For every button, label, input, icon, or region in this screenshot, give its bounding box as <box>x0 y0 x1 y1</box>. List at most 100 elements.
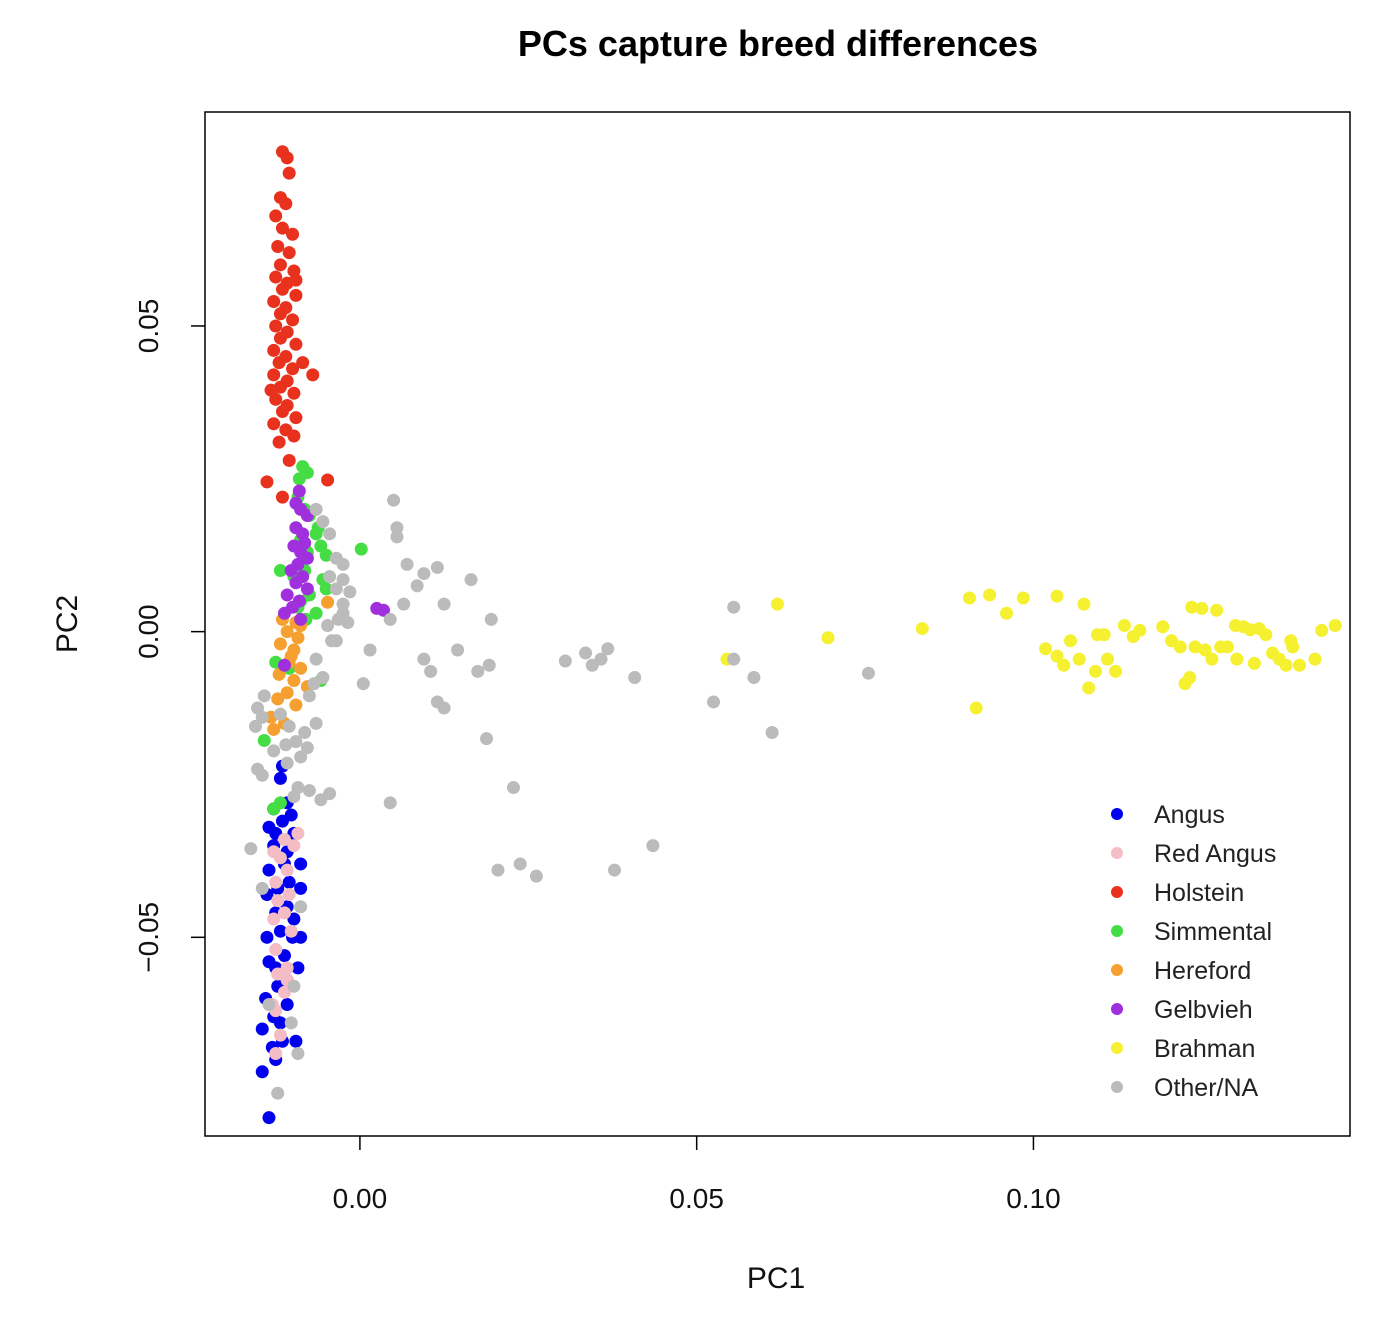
point-other-na <box>249 719 263 733</box>
legend-label-red-angus: Red Angus <box>1154 840 1276 868</box>
point-other-na <box>594 652 608 666</box>
point-red-angus <box>277 985 291 999</box>
point-other-na <box>302 689 316 703</box>
point-other-na <box>294 900 308 914</box>
point-other-na <box>341 615 355 629</box>
point-holstein <box>267 343 281 357</box>
point-holstein <box>260 475 274 489</box>
point-holstein <box>275 490 289 504</box>
point-angus <box>284 808 298 822</box>
point-brahman <box>771 597 784 611</box>
point-gelbvieh <box>292 484 306 498</box>
y-tick-label: 0.00 <box>133 604 164 659</box>
point-gelbvieh <box>280 588 294 602</box>
point-angus <box>294 930 308 944</box>
point-holstein <box>267 295 281 309</box>
point-red-angus <box>291 826 305 840</box>
point-other-na <box>506 781 520 795</box>
point-red-angus <box>267 845 281 859</box>
legend-marker-hereford <box>1111 964 1123 976</box>
y-tick-label: −0.05 <box>133 902 164 973</box>
point-other-na <box>291 1046 305 1060</box>
y-axis: −0.05 0.00 0.05 <box>133 299 205 973</box>
point-other-na <box>323 570 337 584</box>
point-brahman <box>1220 640 1234 654</box>
point-red-angus <box>271 894 285 908</box>
point-other-na <box>410 579 424 593</box>
point-other-na <box>282 719 296 733</box>
point-other-na <box>329 582 343 596</box>
point-holstein <box>272 435 286 449</box>
point-other-na <box>437 701 451 715</box>
point-other-na <box>601 642 615 656</box>
legend-marker-holstein <box>1111 886 1123 898</box>
point-brahman <box>1210 603 1224 617</box>
point-other-na <box>430 560 444 574</box>
point-other-na <box>300 741 314 755</box>
point-simmental <box>257 733 271 747</box>
point-holstein <box>279 197 293 211</box>
point-other-na <box>608 863 622 877</box>
point-holstein <box>267 368 281 382</box>
point-angus <box>260 930 274 944</box>
point-other-na <box>363 643 377 657</box>
point-holstein <box>282 166 296 180</box>
point-other-na <box>309 716 323 730</box>
point-simmental <box>309 606 323 620</box>
point-gelbvieh <box>277 606 291 620</box>
point-other-na <box>323 527 337 541</box>
point-other-na <box>707 695 721 709</box>
point-brahman <box>1198 643 1212 657</box>
point-hereford <box>280 686 294 700</box>
legend: Angus Red Angus Holstein Simmental Hereford G… <box>1111 801 1276 1102</box>
point-brahman <box>1156 620 1170 634</box>
point-brahman <box>1195 601 1209 615</box>
point-other-na <box>307 677 321 691</box>
point-other-na <box>383 612 397 626</box>
x-tick-label: 0.10 <box>1006 1183 1061 1214</box>
point-other-na <box>464 573 478 587</box>
point-holstein <box>289 288 303 302</box>
point-simmental <box>354 542 368 556</box>
point-other-na <box>309 502 323 516</box>
point-other-na <box>280 756 294 770</box>
legend-label-other-na: Other/NA <box>1154 1074 1259 1102</box>
point-brahman <box>1016 591 1030 605</box>
data-points <box>244 145 1342 1125</box>
point-other-na <box>417 567 431 581</box>
point-angus <box>294 857 308 871</box>
point-other-na <box>480 732 494 746</box>
point-holstein <box>286 313 300 327</box>
point-brahman <box>1188 640 1202 654</box>
legend-label-brahman: Brahman <box>1154 1035 1255 1063</box>
point-other-na <box>437 597 451 611</box>
legend-marker-angus <box>1111 808 1123 820</box>
point-other-na <box>727 652 741 666</box>
y-tick-label: 0.05 <box>133 299 164 354</box>
point-other-na <box>284 1016 298 1030</box>
point-holstein <box>286 362 300 376</box>
point-other-na <box>765 726 779 740</box>
point-brahman <box>1183 670 1197 684</box>
point-other-na <box>471 664 485 678</box>
point-other-na <box>513 857 527 871</box>
point-holstein <box>264 383 278 397</box>
point-holstein <box>267 417 281 431</box>
point-simmental <box>273 564 287 578</box>
point-other-na <box>329 634 343 648</box>
point-other-na <box>482 658 496 672</box>
point-angus <box>294 881 308 895</box>
point-angus <box>287 912 301 926</box>
point-gelbvieh <box>300 551 314 565</box>
point-other-na <box>255 768 269 782</box>
point-other-na <box>383 796 397 810</box>
point-brahman <box>1133 623 1147 637</box>
point-other-na <box>273 707 287 721</box>
point-other-na <box>316 515 330 529</box>
point-other-na <box>356 677 370 691</box>
point-brahman <box>1050 589 1064 603</box>
point-other-na <box>484 612 498 626</box>
point-other-na <box>390 530 404 544</box>
point-hereford <box>291 631 305 645</box>
